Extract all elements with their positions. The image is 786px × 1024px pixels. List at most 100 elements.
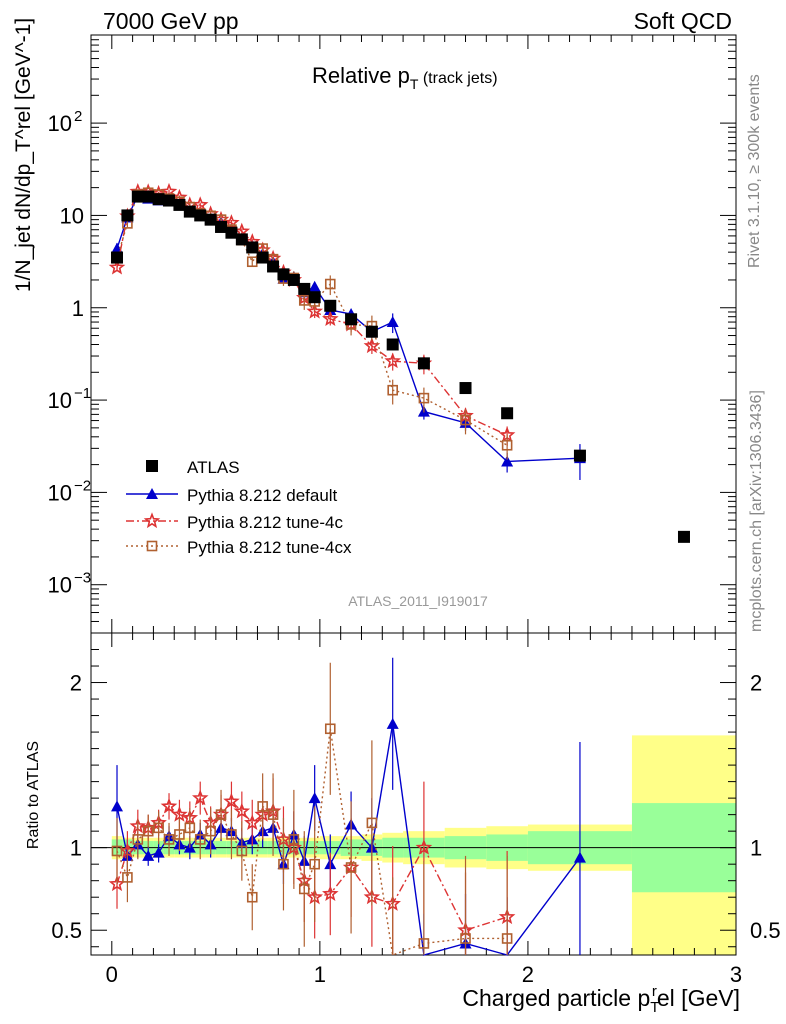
pythia-8-212-tune-4cx-main-point — [387, 384, 398, 396]
ratio-frame — [90, 632, 737, 956]
pythia-8-212-tune-4cx-ratio-point — [142, 825, 154, 837]
x-tick-label: 2 — [522, 962, 534, 987]
pythia-8-212-default-main-point — [386, 316, 399, 328]
atlas-data-point — [287, 273, 300, 286]
pythia-8-212-tune-4c-ratio-point — [223, 792, 240, 809]
x-axis-label: Charged particle pTrel [GeV] — [462, 983, 740, 1016]
atlas-data-point — [194, 209, 207, 222]
pythia-8-212-tune-4cx-ratio-point — [194, 834, 206, 845]
ratio-y-tick-label: 0.5 — [51, 918, 82, 943]
y-tick-label: 10 — [48, 573, 72, 598]
watermark: ATLAS_2011_I919017 — [348, 593, 488, 609]
pythia-8-212-tune-4cx-ratio-point — [267, 809, 279, 820]
atlas-data-point — [677, 530, 690, 543]
atlas-data-point — [173, 198, 186, 211]
ratio-y-tick-label-right: 2 — [750, 671, 762, 696]
legend-marker-atlas — [146, 460, 158, 472]
atlas-data-point — [459, 382, 472, 395]
pythia-8-212-tune-4cx-ratio-point — [324, 723, 336, 735]
pythia-8-212-tune-4cx-ratio-point — [153, 822, 164, 834]
pythia-8-212-tune-4cx-main-point — [460, 414, 471, 426]
pythia-8-212-tune-4cx-ratio-point — [122, 872, 133, 883]
y-tick-label: 1 — [72, 296, 84, 321]
pythia-8-212-tune-4cx-ratio-point — [418, 938, 430, 949]
pythia-8-212-tune-4cx-main-line — [116, 192, 508, 446]
legend-label: Pythia 8.212 default — [187, 486, 338, 505]
atlas-data-point — [183, 205, 196, 218]
y-tick-label-exponent: −3 — [74, 570, 91, 587]
pythia-8-212-tune-4cx-ratio-point — [163, 834, 175, 845]
pythia-8-212-tune-4cx-ratio-point — [246, 891, 258, 903]
atlas-data-point — [267, 260, 280, 273]
y-tick-label: 10 — [48, 480, 72, 505]
legend-marker — [143, 512, 161, 529]
ratio-y-tick-label-right: 1 — [750, 836, 762, 861]
y-tick-label-exponent: 2 — [74, 108, 82, 125]
pythia-8-212-tune-4c-main-point — [192, 196, 209, 213]
pythia-8-212-tune-4cx-main-point — [324, 278, 336, 290]
atlas-data-point — [386, 338, 399, 351]
atlas-data-point — [235, 233, 248, 246]
atlas-data-point — [501, 407, 514, 420]
pythia-8-212-tune-4cx-ratio-point — [226, 829, 237, 840]
pythia-8-212-tune-4cx-ratio-point — [501, 933, 513, 944]
atlas-data-point — [225, 226, 238, 239]
legend-label: Pythia 8.212 tune-4c — [187, 513, 343, 532]
pythia-8-212-tune-4c-ratio-point — [171, 805, 188, 822]
pythia-8-212-tune-4cx-ratio-point — [460, 933, 471, 944]
pythia-8-212-tune-4c-main-point — [108, 258, 126, 275]
atlas-data-point — [324, 299, 337, 312]
ratio-y-axis-label: Ratio to ATLAS — [25, 741, 42, 849]
y-tick-label: 10 — [60, 203, 84, 228]
atlas-data-point — [111, 251, 124, 264]
pythia-8-212-tune-4cx-ratio-point — [345, 862, 357, 873]
atlas-data-point — [131, 190, 144, 203]
pythia-8-212-default-ratio-point — [308, 792, 321, 804]
pythia-8-212-tune-4cx-ratio-point — [236, 845, 248, 857]
pythia-8-212-tune-4cx-ratio-point — [174, 829, 185, 840]
atlas-data-point — [204, 213, 217, 226]
pythia-8-212-default-main-point — [308, 280, 321, 292]
atlas-data-point — [121, 209, 134, 222]
pythia-8-212-tune-4cx-main-point — [501, 439, 513, 451]
chart-title: Relative pT (track jets) — [312, 63, 498, 92]
pythia-8-212-tune-4c-ratio-point — [244, 814, 261, 831]
atlas-data-point — [417, 357, 430, 370]
pythia-8-212-tune-4c-main-point — [306, 302, 324, 319]
atlas-data-point — [152, 193, 165, 206]
y-tick-label: 10 — [48, 111, 72, 136]
atlas-data-point — [215, 220, 228, 233]
y-tick-label-exponent: −1 — [74, 385, 91, 402]
legend-label: Pythia 8.212 tune-4cx — [187, 538, 352, 557]
pythia-8-212-default-ratio-point — [573, 851, 586, 863]
legend-label: ATLAS — [187, 458, 240, 477]
x-tick-label: 0 — [106, 962, 118, 987]
x-tick-label: 1 — [314, 962, 326, 987]
pythia-8-212-tune-4c-ratio-point — [108, 875, 126, 892]
atlas-data-point — [345, 313, 358, 326]
pythia-8-212-tune-4c-ratio-point — [160, 797, 178, 814]
ratio-y-tick-label: 1 — [70, 836, 82, 861]
atlas-data-point — [365, 325, 378, 338]
header-left: 7000 GeV pp — [103, 8, 239, 34]
pythia-8-212-tune-4c-ratio-point — [322, 885, 339, 902]
atlas-data-point — [246, 241, 259, 254]
atlas-data-point — [256, 251, 269, 264]
pythia-8-212-tune-4cx-ratio-point — [288, 834, 300, 845]
pythia-8-212-default-ratio-point — [152, 846, 165, 858]
ratio-y-tick-label-right: 0.5 — [750, 918, 781, 943]
legend-marker — [146, 488, 158, 499]
pythia-8-212-tune-4cx-ratio-point — [184, 822, 196, 834]
pythia-8-212-tune-4cx-ratio-point — [257, 801, 268, 812]
pythia-8-212-default-ratio-point — [386, 717, 399, 729]
pythia-8-212-default-ratio-point — [111, 800, 124, 812]
header-right: Soft QCD — [633, 8, 732, 34]
y-axis-label: 1/N_jet dN/dp_T^rel [GeV^-1] — [12, 18, 35, 292]
pythia-8-212-default-ratio-point — [142, 849, 155, 861]
pythia-8-212-tune-4cx-ratio-point — [111, 845, 123, 857]
pythia-8-212-tune-4cx-ratio-point — [132, 834, 144, 845]
pythia-8-212-tune-4cx-main-point — [418, 392, 430, 404]
atlas-data-point — [277, 268, 290, 281]
ratio-y-tick-label: 2 — [70, 671, 82, 696]
